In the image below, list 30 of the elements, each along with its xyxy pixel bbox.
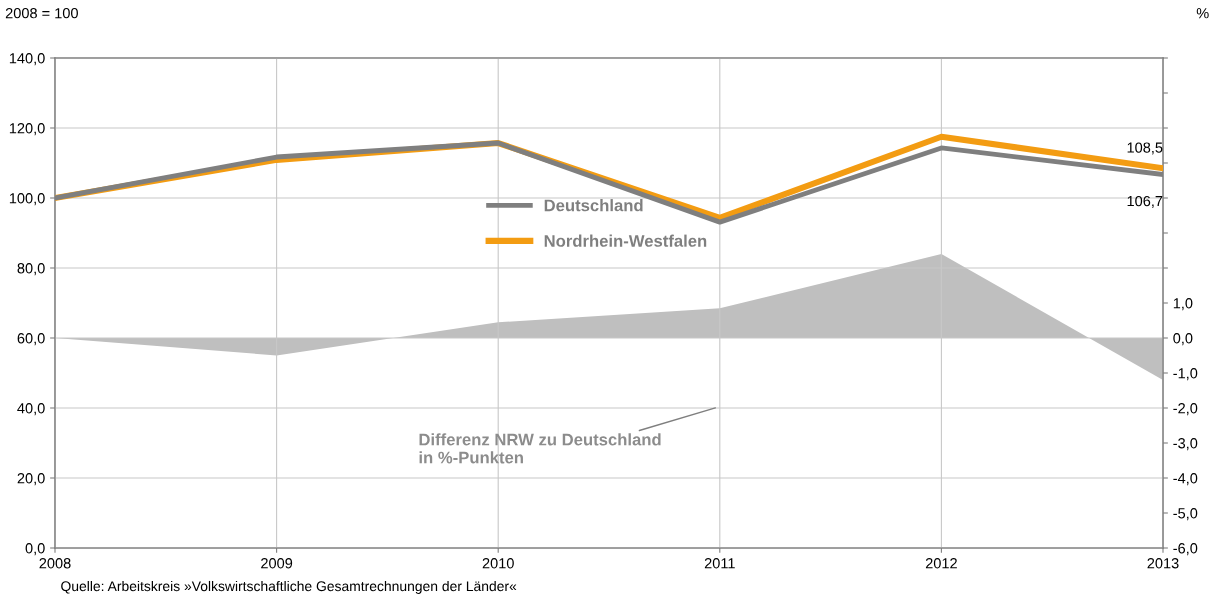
y-tick-label: 80,0	[17, 263, 45, 276]
x-tick-label: 2010	[482, 558, 514, 569]
data-label: 108,5	[1127, 142, 1163, 155]
y-tick-label: 100,0	[9, 193, 45, 206]
y2-tick-label: -3,0	[1173, 438, 1198, 451]
y2-tick-label: -4,0	[1173, 473, 1198, 486]
y2-tick-label: -1,0	[1173, 368, 1198, 381]
y-tick-label: 60,0	[17, 333, 45, 346]
y2-tick-label: -5,0	[1173, 508, 1198, 521]
y2-tick-label: 0,0	[1173, 333, 1193, 346]
y2-tick-label: -2,0	[1173, 403, 1198, 416]
y-tick-label: 120,0	[9, 123, 45, 136]
x-tick-label: 2009	[261, 558, 293, 569]
y-tick-label: 140,0	[9, 53, 45, 66]
y-tick-label: 20,0	[17, 473, 45, 486]
y2-tick-label: -6,0	[1173, 543, 1198, 556]
y-tick-label: 0,0	[25, 543, 45, 556]
y-tick-label: 40,0	[17, 403, 45, 416]
x-tick-label: 2011	[704, 558, 735, 569]
x-tick-label: 2013	[1147, 558, 1179, 569]
legend-label: Nordrhein-Westfalen	[544, 234, 707, 247]
x-tick-label: 2008	[39, 558, 71, 569]
x-tick-label: 2012	[925, 558, 957, 569]
chart-title: 2008 = 100	[5, 8, 78, 19]
data-label: 106,7	[1127, 195, 1163, 208]
y2-axis-title: %	[1196, 8, 1209, 19]
annotation: Differenz NRW zu Deutschland in %-Punkten	[419, 433, 661, 464]
legend-label: Deutschland	[544, 199, 643, 212]
y2-tick-label: 1,0	[1173, 298, 1193, 311]
source-note: Quelle: Arbeitskreis »Volkswirtschaftliche Gesamtrechnungen der Länder«	[61, 580, 517, 594]
